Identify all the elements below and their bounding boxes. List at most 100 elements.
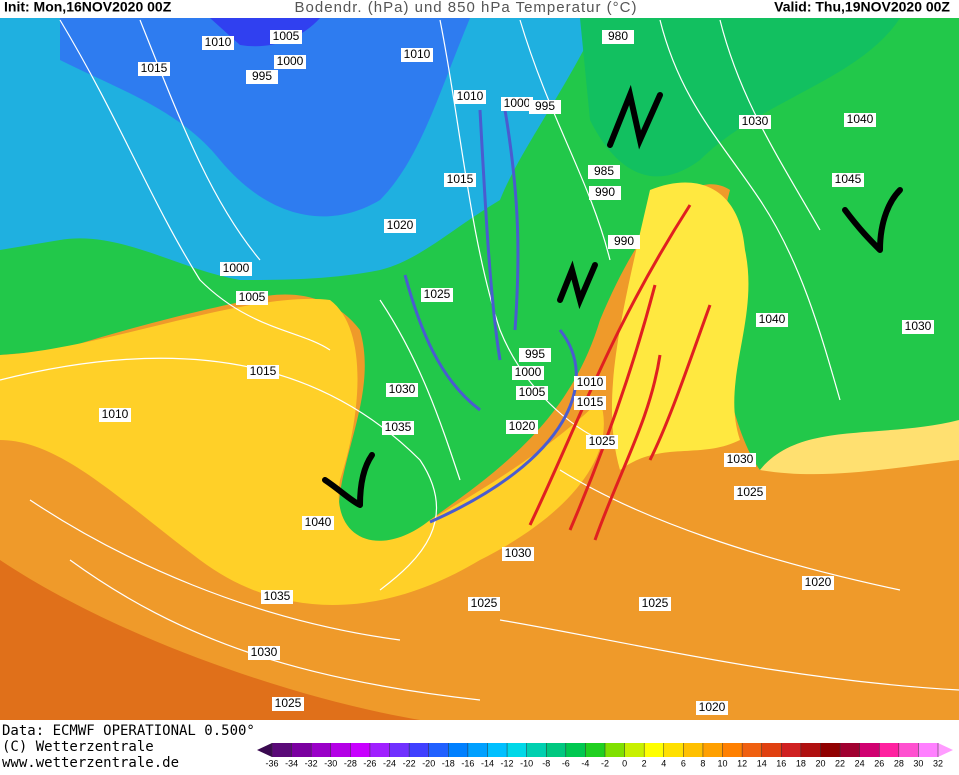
isobar-label: 1000 (277, 54, 304, 68)
isobar-label: 1035 (385, 420, 412, 434)
label-box (454, 90, 486, 104)
isobar-label: 1030 (505, 546, 532, 560)
label-box (220, 262, 252, 276)
east-yellow (760, 420, 959, 475)
isobar-label: 1025 (424, 287, 451, 301)
flow-arrows (403, 109, 712, 541)
pressure-symbols (322, 84, 903, 508)
colorbar-tick-label: -10 (520, 758, 533, 768)
label-box (832, 173, 864, 187)
colorbar-tick-label: 14 (757, 758, 767, 768)
colorbar-segment (840, 743, 861, 757)
north-green (580, 18, 900, 177)
isobar-label: 1015 (577, 395, 604, 409)
isobar-label: 1015 (447, 172, 474, 186)
colorbar-low-end (257, 743, 272, 757)
colorbar-segment (330, 743, 351, 757)
isobar-label: 1035 (264, 589, 291, 603)
label-box (724, 453, 756, 467)
isobar-label: 995 (535, 99, 555, 113)
colorbar-tick-label: -28 (344, 758, 357, 768)
colorbar-tick-label: 8 (700, 758, 705, 768)
colorbar-segment (565, 743, 586, 757)
label-box (261, 590, 293, 604)
colorbar-segment (898, 743, 919, 757)
isobar-label: 1015 (141, 61, 168, 75)
isobar-label: 1005 (519, 385, 546, 399)
colorbar-segment (487, 743, 508, 757)
label-box (501, 97, 533, 111)
isobar-label: 1010 (205, 35, 232, 49)
colorbar-segment (389, 743, 410, 757)
colorbar-segment (526, 743, 547, 757)
colorbar-segment (467, 743, 488, 757)
isobar-label: 1000 (504, 96, 531, 110)
isobar-label: 1020 (387, 218, 414, 232)
isobar-label: 1010 (577, 375, 604, 389)
label-box (506, 420, 538, 434)
data-source: Data: ECMWF OPERATIONAL 0.500° (2, 723, 255, 739)
colorbar-segment (800, 743, 821, 757)
label-box (639, 597, 671, 611)
colorbar-segment (291, 743, 312, 757)
isobar-label: 995 (252, 69, 272, 83)
colorbar-tick-label: 20 (815, 758, 825, 768)
colorbar-tick-label: 2 (642, 758, 647, 768)
colorbar-segment (722, 743, 743, 757)
colorbar-segment (624, 743, 645, 757)
isobar-label: 990 (595, 185, 615, 199)
colorbar-tick-label: -14 (481, 758, 494, 768)
colorbar-tick-label: -12 (501, 758, 514, 768)
colorbar-high-end (938, 743, 953, 757)
label-box (574, 396, 606, 410)
isobar-label: 1040 (305, 515, 332, 529)
colorbar-segment (761, 743, 782, 757)
colorbar-segment (311, 743, 332, 757)
colorbar-tick-label: 4 (661, 758, 666, 768)
isobar-label: 1025 (589, 434, 616, 448)
colorbar-tick-label: -26 (363, 758, 376, 768)
colorbar-segment (448, 743, 469, 757)
isobar-label: 1025 (471, 596, 498, 610)
label-box (99, 408, 131, 422)
label-box (844, 113, 876, 127)
isobar-label: 985 (594, 164, 614, 178)
label-box (529, 100, 561, 114)
isobar-label: 1015 (250, 364, 277, 378)
colorbar-tick-label: 32 (933, 758, 943, 768)
init-time: Init: Mon,16NOV2020 00Z (4, 0, 172, 15)
colorbar-segment (663, 743, 684, 757)
colorbar-tick-label: -20 (422, 758, 435, 768)
colorbar-tick-label: 30 (913, 758, 923, 768)
colorbar-tick-label: -6 (562, 758, 570, 768)
colorbar-segment (546, 743, 567, 757)
label-box (588, 165, 620, 179)
warm-tongue (611, 182, 749, 470)
colorbar-segment (859, 743, 880, 757)
isobar-label: 980 (608, 29, 628, 43)
label-box (421, 288, 453, 302)
isobar-label: 995 (525, 347, 545, 361)
colorbar-tick-label: 22 (835, 758, 845, 768)
colorbar-tick-label: -8 (542, 758, 550, 768)
label-box (401, 48, 433, 62)
isobar-label: 1030 (251, 645, 278, 659)
colorbar-tick-label: 26 (874, 758, 884, 768)
isobar-label: 1020 (699, 700, 726, 714)
label-box (519, 348, 551, 362)
isobar-label: 1005 (239, 290, 266, 304)
colorbar-tick-label: -32 (305, 758, 318, 768)
label-box (608, 235, 640, 249)
colorbar-tick-label: -22 (403, 758, 416, 768)
colorbar-tick-label: 12 (737, 758, 747, 768)
isobar-label: 1020 (509, 419, 536, 433)
label-box (202, 36, 234, 50)
yellow-band (0, 298, 604, 605)
isobar-label: 1040 (759, 312, 786, 326)
colorbar-segment (644, 743, 665, 757)
colorbar-segment (781, 743, 802, 757)
isobar-label: 1025 (275, 696, 302, 710)
label-box (270, 30, 302, 44)
label-box (502, 547, 534, 561)
isobar-label: 1010 (457, 89, 484, 103)
